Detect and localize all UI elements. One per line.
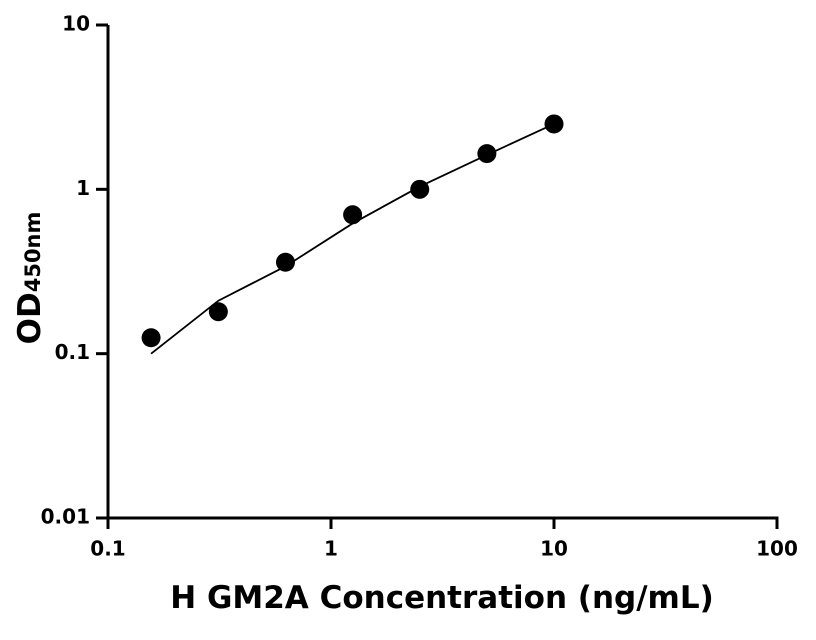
x-tick-label: 100 — [756, 537, 798, 561]
x-tick-label: 10 — [540, 537, 568, 561]
data-point — [343, 205, 363, 225]
y-tick-label: 1 — [76, 176, 90, 200]
data-point — [141, 328, 161, 348]
y-axis-title-subscript: 450nm — [21, 212, 45, 293]
data-point — [208, 302, 228, 322]
x-axis-title: H GM2A Concentration (ng/mL) — [170, 580, 714, 616]
y-tick-label: 0.1 — [55, 340, 90, 364]
fit-curve — [150, 123, 555, 355]
y-tick-label: 10 — [62, 12, 90, 36]
x-tick-label: 0.1 — [90, 537, 125, 561]
y-tick-label: 0.01 — [41, 505, 90, 529]
data-point — [477, 144, 497, 164]
y-axis-title-main: OD — [12, 292, 48, 344]
y-axis-title: OD450nm — [12, 212, 48, 345]
data-point — [275, 252, 295, 272]
x-tick-label: 1 — [324, 537, 338, 561]
